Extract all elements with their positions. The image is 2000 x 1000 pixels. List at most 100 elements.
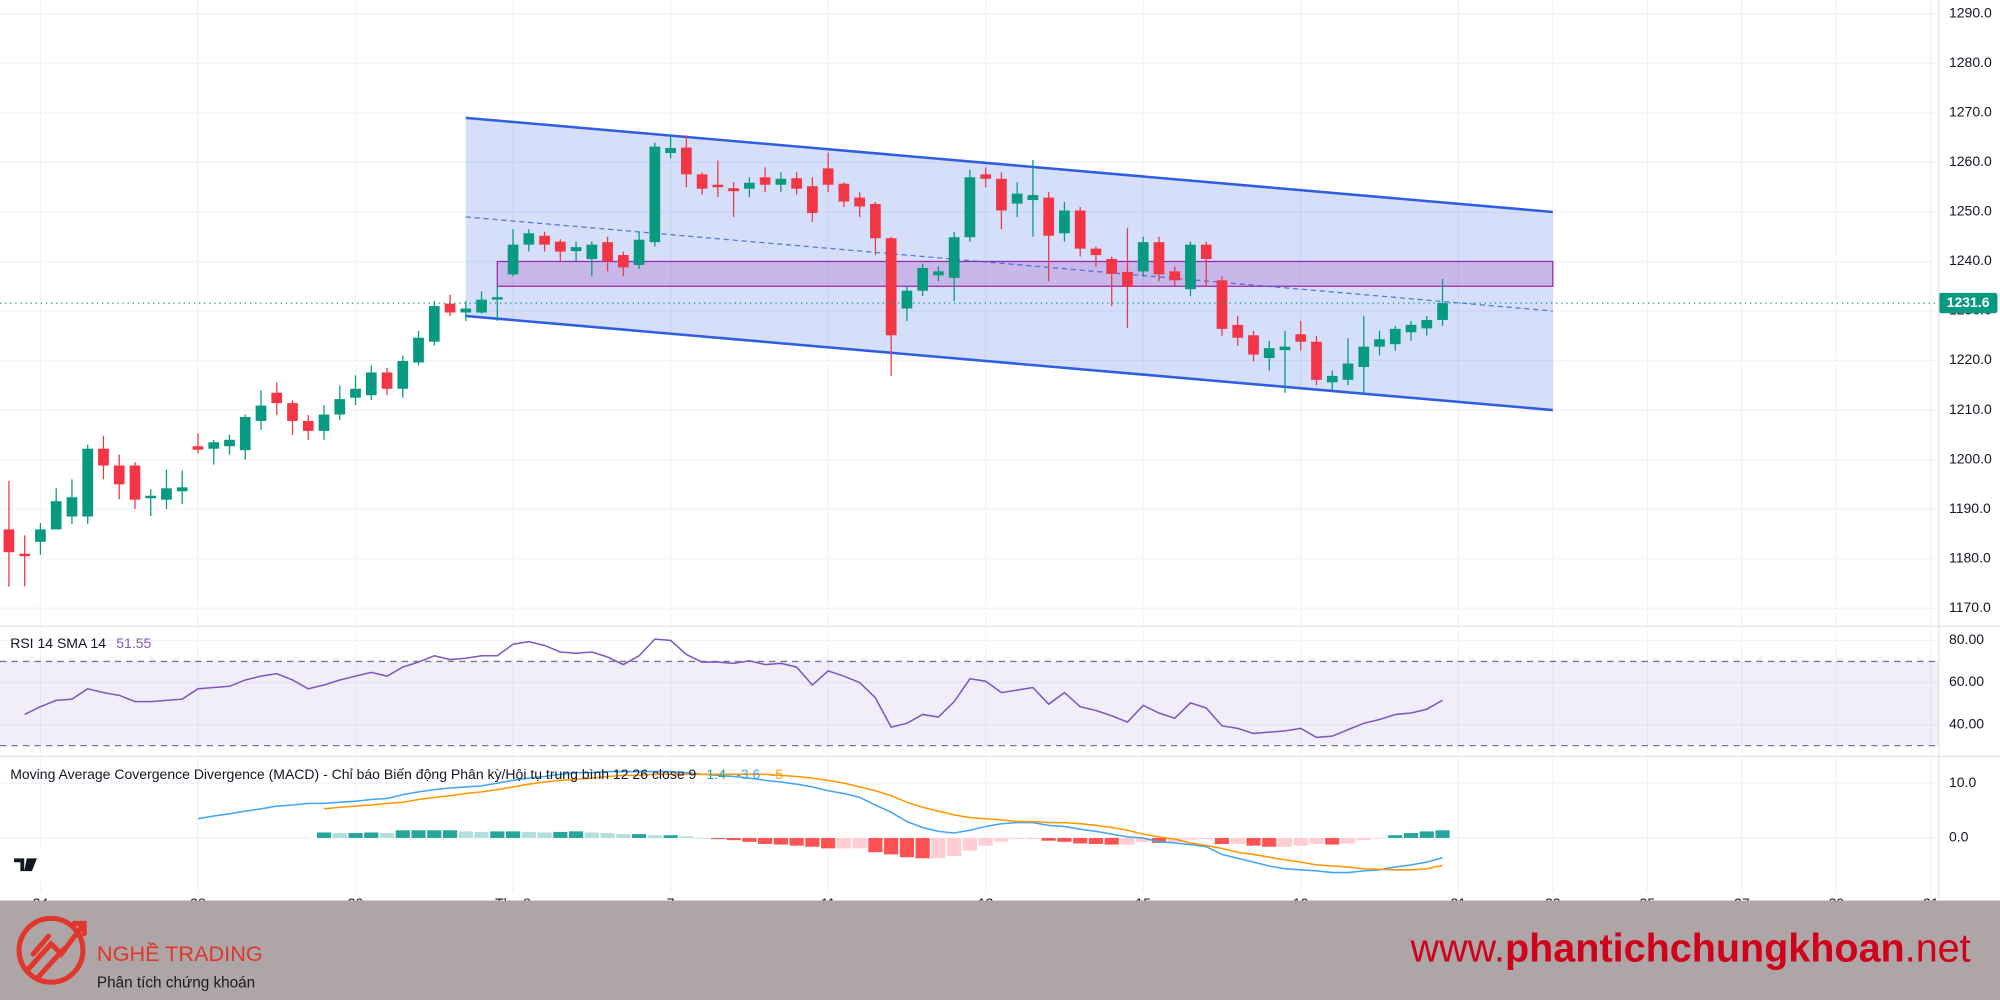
candle-body bbox=[539, 235, 550, 245]
macd-histogram-bar bbox=[1120, 837, 1135, 845]
indicator-readout: 51.55 bbox=[116, 635, 151, 651]
candle-body bbox=[161, 488, 172, 500]
candle-body bbox=[744, 182, 755, 189]
macd-histogram-bar bbox=[931, 837, 946, 859]
y-tick-label: 1190.0 bbox=[1949, 500, 1991, 516]
website-suffix: .net bbox=[1905, 927, 1971, 971]
candle-body bbox=[712, 184, 724, 188]
candle-body bbox=[885, 238, 897, 336]
macd-histogram-bar bbox=[647, 835, 662, 838]
candle-body bbox=[3, 529, 15, 553]
candle-body bbox=[287, 403, 298, 421]
candle-body bbox=[98, 448, 109, 466]
candle-body bbox=[365, 372, 377, 396]
website-prefix: www. bbox=[1410, 927, 1505, 971]
y-tick-label: 1200.0 bbox=[1949, 450, 1992, 466]
candle-body bbox=[1027, 195, 1039, 201]
y-tick-label: 1250.0 bbox=[1949, 203, 1992, 219]
candle-body bbox=[933, 271, 944, 276]
candle-body bbox=[145, 495, 157, 499]
y-tick-label: 80.00 bbox=[1949, 631, 1984, 647]
signal-line bbox=[323, 773, 1443, 871]
macd-histogram-bar bbox=[600, 833, 615, 838]
footer-banner: NGHỀ TRADING Phân tích chứng khoán www.p… bbox=[0, 900, 2000, 1000]
macd-histogram-bar bbox=[1010, 837, 1025, 840]
candle-body bbox=[1122, 271, 1133, 287]
candle-body bbox=[1421, 319, 1433, 329]
macd-histogram-bar bbox=[537, 832, 552, 838]
macd-histogram-bar bbox=[836, 837, 851, 849]
y-tick-label: 1240.0 bbox=[1949, 252, 1992, 268]
macd-histogram-bar bbox=[1356, 837, 1371, 841]
y-tick-label: 10.0 bbox=[1949, 774, 1976, 790]
macd-histogram-bar bbox=[821, 837, 836, 849]
rsi-band bbox=[0, 661, 1939, 746]
candle-body bbox=[1232, 324, 1244, 338]
macd-histogram-bar bbox=[947, 837, 962, 857]
candle-body bbox=[1342, 363, 1354, 380]
candle-body bbox=[680, 147, 692, 175]
candle-body bbox=[1169, 271, 1181, 281]
y-tick-label: 1180.0 bbox=[1949, 549, 1991, 565]
macd-histogram-bar bbox=[758, 837, 773, 845]
y-tick-label: 1220.0 bbox=[1949, 351, 1992, 367]
macd-histogram-bar bbox=[899, 837, 914, 858]
macd-histogram-bar bbox=[1419, 831, 1434, 838]
website-domain: phantichchungkhoan bbox=[1505, 927, 1905, 971]
candle-body bbox=[66, 497, 78, 517]
macd-histogram-bar bbox=[1230, 837, 1245, 845]
candle-body bbox=[1389, 328, 1401, 345]
macd-histogram-bar bbox=[1214, 837, 1230, 845]
macd-histogram-bar bbox=[1277, 837, 1293, 847]
macd-histogram-bar bbox=[442, 830, 458, 838]
y-tick-label: 1170.0 bbox=[1949, 599, 1991, 615]
candle-body bbox=[444, 303, 456, 313]
y-tick-label: 1290.0 bbox=[1949, 5, 1992, 21]
macd-histogram-bar bbox=[505, 831, 521, 838]
histogram-readout: 1.4 bbox=[707, 766, 727, 782]
macd-histogram-bar bbox=[789, 837, 804, 846]
candle-body bbox=[255, 405, 267, 421]
macd-histogram-bar bbox=[395, 830, 410, 838]
candle-body bbox=[192, 446, 204, 450]
candle-body bbox=[19, 553, 31, 557]
candle-body bbox=[1011, 193, 1023, 204]
candle-body bbox=[822, 168, 834, 185]
macd-histogram-bar bbox=[695, 837, 710, 839]
brand-name: NGHỀ TRADING bbox=[97, 941, 263, 966]
macd-histogram-bar bbox=[915, 837, 930, 859]
macd-histogram-bar bbox=[631, 834, 647, 838]
macd-histogram-bar bbox=[1057, 837, 1072, 842]
candle-body bbox=[586, 244, 598, 260]
y-tick-label: 1260.0 bbox=[1949, 153, 1992, 169]
macd-histogram-bar bbox=[332, 833, 347, 838]
candle-body bbox=[428, 306, 440, 342]
macd-histogram-bar bbox=[1372, 837, 1387, 839]
rsi-line bbox=[24, 638, 1443, 739]
logo-glyph bbox=[14, 858, 37, 872]
candle-body bbox=[917, 267, 929, 291]
candle-body bbox=[113, 465, 125, 485]
macd-histogram-bar bbox=[1293, 837, 1308, 846]
macd-histogram-bar bbox=[1104, 837, 1119, 845]
banner-background bbox=[0, 900, 2000, 1000]
signal-readout: -5 bbox=[771, 766, 784, 782]
macd-histogram-bar bbox=[1183, 837, 1198, 840]
candle-body bbox=[602, 242, 613, 262]
macd-line bbox=[197, 770, 1443, 874]
macd-histogram-bar bbox=[1340, 837, 1356, 844]
candle-body bbox=[1090, 248, 1102, 256]
candle-body bbox=[838, 183, 850, 202]
candle-body bbox=[807, 186, 818, 213]
candle-body bbox=[1326, 375, 1338, 383]
last-price-label: 1231.6 bbox=[1947, 294, 1990, 310]
candle-body bbox=[948, 237, 960, 278]
candle-body bbox=[302, 420, 314, 431]
channel-mid-line bbox=[465, 216, 1553, 312]
candle-body bbox=[50, 501, 62, 530]
marks-layer bbox=[0, 135, 1939, 874]
candle-body bbox=[507, 244, 519, 275]
y-tick-label: 1270.0 bbox=[1949, 104, 1992, 120]
macd-histogram-bar bbox=[1262, 837, 1277, 847]
candle-body bbox=[775, 178, 787, 185]
